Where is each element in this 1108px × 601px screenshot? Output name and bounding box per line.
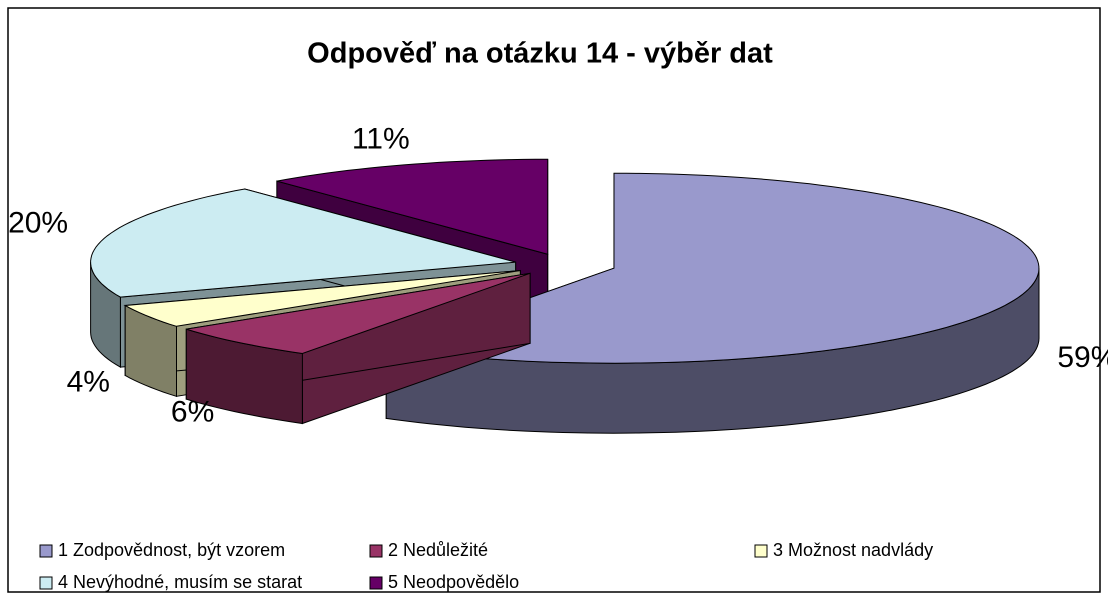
legend-label: 2 Nedůležité <box>388 540 488 560</box>
data-label: 59% <box>1057 341 1108 374</box>
data-label: 6% <box>171 396 214 429</box>
data-label: 4% <box>67 366 110 399</box>
legend-label: 4 Nevýhodné, musím se starat <box>58 572 302 592</box>
legend-swatch <box>754 544 768 558</box>
slice-top <box>123 269 521 327</box>
legend-swatch <box>39 576 53 590</box>
data-label: 20% <box>8 207 68 240</box>
slice-top <box>90 188 516 298</box>
legend-label: 3 Možnost nadvlády <box>773 540 933 560</box>
slice-top <box>386 172 1040 364</box>
legend-swatch <box>369 544 383 558</box>
legend-label: 1 Zodpovědnost, být vzorem <box>58 540 285 560</box>
data-label: 11% <box>352 123 410 156</box>
pie-slice <box>185 272 531 425</box>
chart-title: Odpověď na otázku 14 - výběr dat <box>307 38 773 70</box>
legend-label: 5 Neodpovědělo <box>388 572 519 592</box>
legend-swatch <box>369 576 383 590</box>
slice-top <box>186 272 531 355</box>
legend-swatch <box>39 544 53 558</box>
slice-top <box>276 158 549 255</box>
